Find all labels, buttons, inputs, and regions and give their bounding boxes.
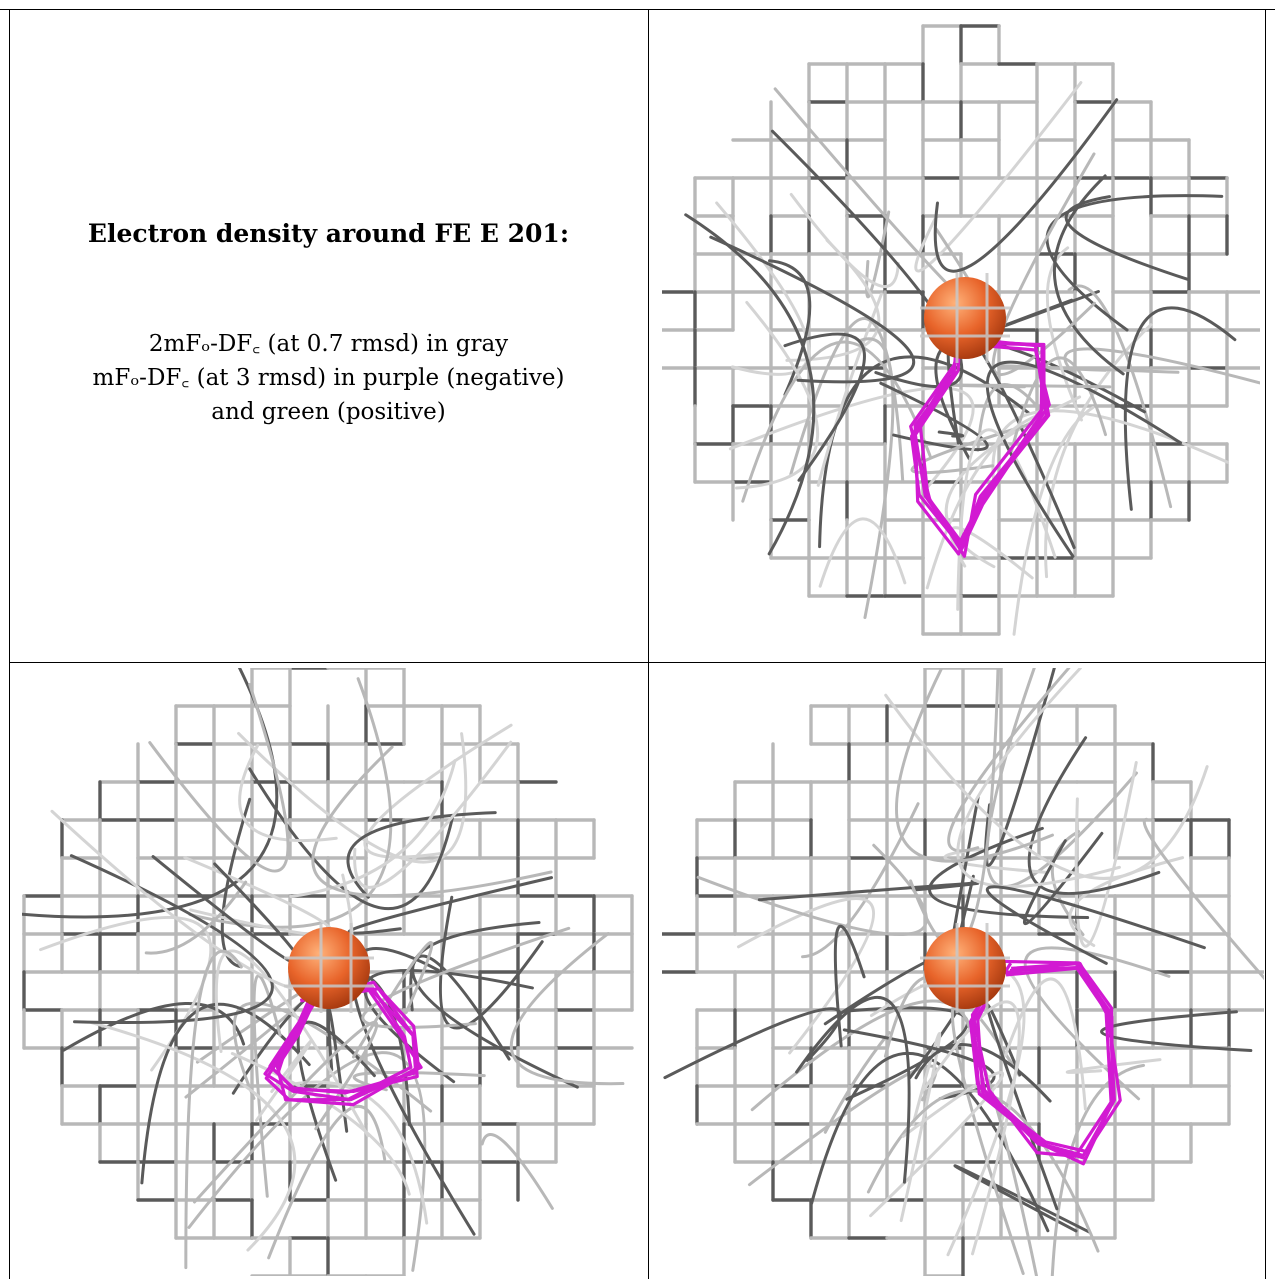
caption-cell: Electron density around FE E 201: 2mFₒ-D… <box>9 9 648 662</box>
mesh-over-atom <box>920 923 1010 1013</box>
caption-line-purple: mFₒ-DF꜀ (at 3 rmsd) in purple (negative) <box>92 365 565 391</box>
caption-legend: 2mFₒ-DF꜀ (at 0.7 rmsd) in gray mFₒ-DF꜀ (… <box>9 327 648 429</box>
mesh-over-atom <box>284 923 374 1013</box>
mesh-over-atom <box>920 273 1010 363</box>
caption-title: Electron density around FE E 201: <box>87 219 570 248</box>
density-view-top-right <box>662 20 1260 640</box>
divider-horizontal <box>9 662 1265 663</box>
density-view-bottom-right <box>662 668 1264 1276</box>
border-right <box>1265 9 1266 1279</box>
divider-vertical <box>648 9 649 1279</box>
negative-density-mesh <box>968 959 1122 1166</box>
border-top <box>0 9 1275 10</box>
fe-atom <box>288 927 370 1009</box>
negative-density-mesh <box>263 980 423 1107</box>
gray-density-contours <box>663 668 1264 1276</box>
density-view-bottom-left <box>22 668 634 1276</box>
negative-density-mesh <box>909 332 1051 558</box>
caption-line-green: and green (positive) <box>211 399 446 425</box>
caption-line-gray: 2mFₒ-DF꜀ (at 0.7 rmsd) in gray <box>148 331 509 357</box>
gray-density-mesh <box>22 668 634 1276</box>
fe-atom <box>924 277 1006 359</box>
mesh-view-top-right <box>662 24 1260 636</box>
mesh-view-bottom-left <box>22 668 634 1276</box>
fe-atom <box>924 927 1006 1009</box>
mesh-view-bottom-right <box>662 668 1264 1276</box>
border-left <box>9 9 10 1279</box>
